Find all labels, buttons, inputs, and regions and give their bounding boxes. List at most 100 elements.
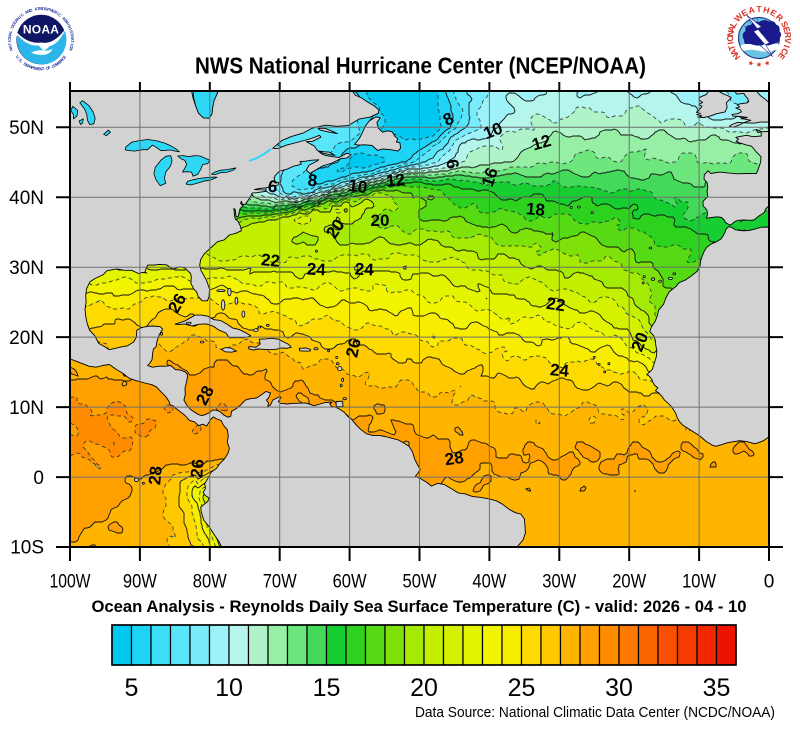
svg-text:A: A xyxy=(34,6,38,11)
svg-text:NWS National Hurricane Center: NWS National Hurricane Center (NCEP/NOAA… xyxy=(195,53,646,79)
svg-text:I: I xyxy=(18,14,22,18)
svg-text:O: O xyxy=(725,35,735,42)
svg-text:P: P xyxy=(27,63,32,69)
svg-text:30W: 30W xyxy=(542,572,576,593)
svg-text:E: E xyxy=(740,7,750,19)
svg-text:25: 25 xyxy=(508,674,536,702)
svg-text:.: . xyxy=(20,59,24,63)
svg-text:M: M xyxy=(64,19,70,25)
svg-text:20: 20 xyxy=(410,674,438,702)
svg-text:A: A xyxy=(726,24,737,33)
svg-text:E: E xyxy=(61,54,67,59)
svg-text:S: S xyxy=(779,20,791,30)
svg-text:O: O xyxy=(10,24,16,30)
svg-text:O: O xyxy=(52,62,58,68)
svg-text:N: N xyxy=(26,8,31,14)
svg-text:N: N xyxy=(68,47,74,51)
svg-text:30: 30 xyxy=(605,674,633,702)
svg-text:V: V xyxy=(783,37,794,44)
svg-text:22: 22 xyxy=(260,250,281,271)
svg-text:A: A xyxy=(24,9,29,15)
svg-text:50W: 50W xyxy=(403,572,437,593)
svg-text:24: 24 xyxy=(354,260,374,280)
svg-text:C: C xyxy=(51,63,56,69)
svg-text:22: 22 xyxy=(545,294,566,315)
svg-text:8: 8 xyxy=(307,171,318,191)
svg-text:E: E xyxy=(769,7,779,19)
svg-text:E: E xyxy=(12,20,18,25)
svg-text:M: M xyxy=(35,66,40,72)
svg-text:20N: 20N xyxy=(9,328,44,349)
svg-text:R: R xyxy=(59,57,65,63)
svg-text:R: R xyxy=(31,65,35,71)
svg-text:L: L xyxy=(728,20,739,29)
svg-text:C: C xyxy=(60,56,66,62)
svg-text:N: N xyxy=(731,51,743,62)
svg-text:I: I xyxy=(68,28,73,31)
svg-text:18: 18 xyxy=(525,199,546,220)
svg-text:P: P xyxy=(47,7,51,13)
svg-text:50N: 50N xyxy=(9,118,44,139)
svg-text:N: N xyxy=(725,30,736,38)
svg-text:O: O xyxy=(7,37,12,41)
svg-text:10: 10 xyxy=(347,176,368,197)
svg-text:A: A xyxy=(747,4,756,15)
svg-text:24: 24 xyxy=(306,260,326,280)
svg-text:6: 6 xyxy=(442,158,462,171)
svg-text:40W: 40W xyxy=(472,572,506,593)
svg-text:O: O xyxy=(42,6,46,11)
svg-text:28: 28 xyxy=(444,448,465,469)
svg-text:S: S xyxy=(44,6,48,11)
svg-text:10: 10 xyxy=(215,674,243,702)
svg-text:20: 20 xyxy=(371,211,390,230)
svg-text:A: A xyxy=(728,47,740,57)
svg-text:20W: 20W xyxy=(612,572,646,593)
svg-text:T: T xyxy=(69,32,74,36)
svg-text:O: O xyxy=(69,45,75,50)
svg-text:28: 28 xyxy=(145,465,166,486)
svg-text:26: 26 xyxy=(342,337,365,359)
svg-text:I: I xyxy=(7,41,12,42)
svg-text:M: M xyxy=(39,6,43,11)
svg-text:H: H xyxy=(762,4,771,15)
svg-text:M: M xyxy=(54,61,60,67)
svg-text:90W: 90W xyxy=(123,572,157,593)
svg-text:T: T xyxy=(37,6,40,11)
svg-text:R: R xyxy=(783,31,794,39)
svg-text:E: E xyxy=(37,66,40,71)
svg-text:E: E xyxy=(776,51,788,62)
svg-text:Data Source: National Climatic: Data Source: National Climatic Data Cent… xyxy=(415,705,775,721)
svg-text:C: C xyxy=(19,12,24,18)
svg-text:N: N xyxy=(7,35,12,39)
svg-text:N: N xyxy=(40,66,43,71)
svg-text:M: M xyxy=(56,60,62,66)
svg-text:E: E xyxy=(25,62,30,68)
svg-text:60W: 60W xyxy=(333,572,367,593)
svg-text:C: C xyxy=(11,22,17,27)
svg-text:T: T xyxy=(7,42,12,46)
svg-text:C: C xyxy=(779,46,791,56)
svg-text:A: A xyxy=(70,38,75,41)
svg-text:10W: 10W xyxy=(682,572,716,593)
svg-text:E: E xyxy=(57,59,63,65)
svg-text:I: I xyxy=(66,23,71,26)
svg-text:I: I xyxy=(725,41,735,45)
svg-text:.: . xyxy=(17,56,22,60)
svg-text:S: S xyxy=(69,29,75,33)
svg-text:24: 24 xyxy=(549,360,570,381)
svg-text:A: A xyxy=(7,45,13,49)
svg-text:A: A xyxy=(7,32,12,36)
svg-text:S: S xyxy=(18,57,24,63)
svg-text:T: T xyxy=(33,65,37,71)
svg-text:H: H xyxy=(49,7,53,13)
svg-text:E: E xyxy=(51,8,56,14)
svg-text:80W: 80W xyxy=(193,572,227,593)
svg-text:35: 35 xyxy=(703,674,731,702)
svg-text:N: N xyxy=(8,47,14,51)
svg-text:C: C xyxy=(57,12,62,18)
svg-text:10S: 10S xyxy=(10,538,44,559)
svg-text:T: T xyxy=(726,43,737,52)
svg-text:A: A xyxy=(61,16,67,22)
svg-text:I: I xyxy=(56,11,60,16)
svg-text:0: 0 xyxy=(764,572,775,593)
